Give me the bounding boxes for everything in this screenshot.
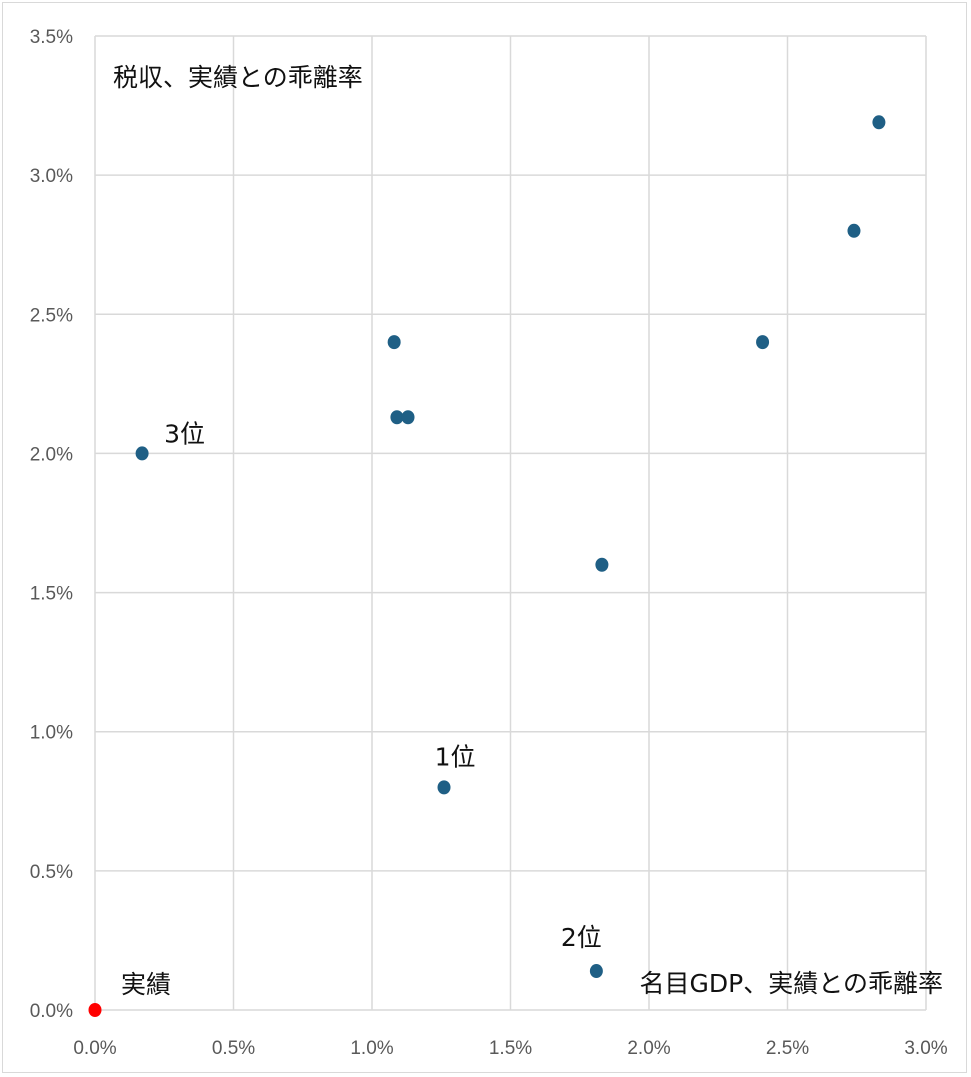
data-point xyxy=(135,446,149,461)
y-tick-label: 0.5% xyxy=(30,862,73,883)
x-tick-labels: 0.0% 0.5% 1.0% 1.5% 2.0% 2.5% 3.0% xyxy=(73,1038,947,1059)
x-tick-label: 0.0% xyxy=(73,1038,116,1059)
data-point xyxy=(847,223,861,238)
x-tick-label: 3.0% xyxy=(904,1038,947,1059)
x-tick-label: 0.5% xyxy=(212,1038,255,1059)
x-tick-label: 2.5% xyxy=(766,1038,809,1059)
data-point xyxy=(387,335,401,350)
actual-point xyxy=(88,1003,102,1017)
y-tick-label: 0.0% xyxy=(30,1001,73,1022)
y-tick-label: 2.5% xyxy=(30,305,73,326)
data-point xyxy=(437,780,451,795)
x-tick-label: 2.0% xyxy=(627,1038,670,1059)
data-point xyxy=(595,557,609,572)
y-tick-label: 3.0% xyxy=(30,166,73,187)
data-point xyxy=(401,410,415,425)
x-axis-label: 名目GDP、実績との乖離率 xyxy=(640,969,943,998)
y-tick-label: 2.0% xyxy=(30,444,73,465)
annotation-label: 実績 xyxy=(121,970,171,999)
y-tick-labels: 0.0% 0.5% 1.0% 1.5% 2.0% 2.5% 3.0% 3.5% xyxy=(30,27,73,1022)
data-point xyxy=(756,335,770,350)
y-tick-label: 1.0% xyxy=(30,723,73,744)
x-tick-label: 1.0% xyxy=(350,1038,393,1059)
data-point xyxy=(872,115,886,130)
annotation-label: 1位 xyxy=(435,742,476,771)
annotation-label: 3位 xyxy=(164,419,205,448)
y-tick-label: 3.5% xyxy=(30,27,73,48)
y-tick-label: 1.5% xyxy=(30,584,73,605)
y-axis-label: 税収、実績との乖離率 xyxy=(113,63,363,92)
annotation-label: 2位 xyxy=(561,923,602,952)
data-point xyxy=(390,410,404,425)
data-points xyxy=(88,115,886,1017)
gridlines xyxy=(94,35,927,1011)
x-tick-label: 1.5% xyxy=(489,1038,532,1059)
data-point xyxy=(589,964,603,979)
